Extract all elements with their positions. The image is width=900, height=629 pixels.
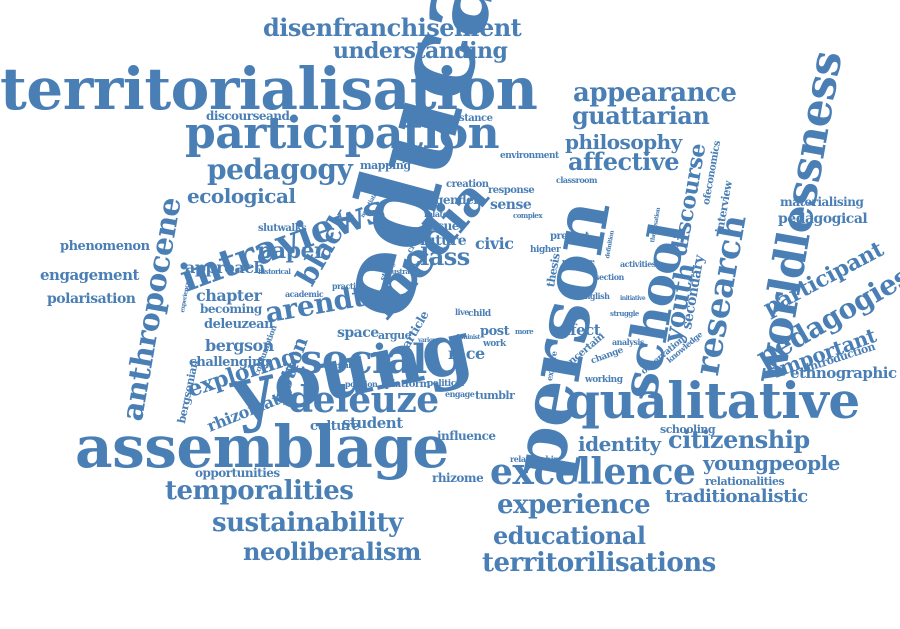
word-activities: activities bbox=[620, 259, 656, 269]
word-schooling: schooling bbox=[660, 423, 716, 436]
word-historical: historical bbox=[258, 267, 291, 276]
word-phenomenon: phenomenon bbox=[60, 239, 150, 254]
word-resistance: resistance bbox=[440, 113, 493, 124]
word-sense: sense bbox=[490, 197, 532, 213]
word-assemblage: assemblage bbox=[75, 413, 449, 481]
word-position: position bbox=[345, 379, 378, 389]
word-race: race bbox=[448, 344, 485, 363]
word-temporalities: temporalities bbox=[165, 476, 354, 506]
word-section: section bbox=[595, 272, 624, 282]
word-student: student bbox=[342, 414, 403, 432]
word-relationalities: relationalities bbox=[705, 475, 785, 488]
word-materialising: materialising bbox=[780, 195, 864, 209]
word-post: post bbox=[480, 324, 510, 339]
word-analysis: analysis bbox=[612, 337, 644, 347]
word-creation: creation bbox=[446, 179, 489, 190]
word-practice: practice bbox=[332, 281, 365, 291]
word-territorialisation: territorialisation bbox=[0, 55, 538, 123]
word-reductive: reductive bbox=[562, 257, 595, 266]
word-anthropocene: anthropocene bbox=[115, 194, 189, 424]
word-civic: civic bbox=[475, 234, 514, 253]
word-english: english bbox=[580, 291, 610, 301]
word-work: work bbox=[483, 339, 506, 349]
word-initiative: initiative bbox=[620, 295, 646, 302]
word-illustrate: illustrate bbox=[385, 267, 417, 276]
word-curricular: curricular bbox=[323, 361, 358, 370]
word-argue: argue bbox=[378, 329, 412, 342]
word-experience: experience bbox=[497, 490, 651, 520]
word-slutwalks: slutwalks bbox=[258, 223, 307, 234]
word-deleuzean: deleuzean bbox=[204, 317, 274, 332]
word-philosophy: philosophy bbox=[565, 130, 682, 154]
word-paper: paper bbox=[257, 238, 326, 264]
word-higher: higher bbox=[530, 245, 561, 255]
word-affect: affect bbox=[555, 321, 601, 339]
word-polarisation: polarisation bbox=[47, 291, 136, 307]
word-educational: educational bbox=[493, 521, 646, 550]
word-class: class bbox=[406, 242, 470, 271]
word-qualitative: qualitative bbox=[565, 371, 860, 430]
word-platform: platform bbox=[385, 379, 430, 390]
word-becoming: becoming bbox=[200, 302, 262, 316]
word-related: related bbox=[424, 209, 453, 219]
word-live: live bbox=[455, 307, 469, 317]
word-environment: environment bbox=[500, 151, 559, 161]
word-pedagogical: pedagogical bbox=[778, 211, 868, 227]
word-political: political bbox=[427, 379, 464, 389]
word-complex: complex bbox=[513, 211, 543, 220]
word-youngpeople: youngpeople bbox=[703, 451, 840, 475]
word-affective: affective bbox=[568, 147, 680, 176]
word-identity: identity bbox=[578, 432, 661, 456]
word-approach: approach bbox=[185, 258, 265, 277]
word-opportunities: opportunities bbox=[195, 466, 280, 480]
word-engage: engage bbox=[445, 389, 475, 399]
word-chapter: chapter bbox=[196, 286, 262, 305]
word-challenging: challenging bbox=[189, 355, 270, 370]
word-discourseand: discourseand bbox=[206, 109, 290, 123]
word-child: child bbox=[468, 309, 491, 319]
word-culture: culture bbox=[310, 419, 360, 434]
word-ethnographic: ethnographic bbox=[790, 364, 897, 382]
word-sustainability: sustainability bbox=[212, 508, 403, 538]
word-pedagogy: pedagogy bbox=[207, 153, 353, 186]
word-present: present bbox=[550, 231, 590, 242]
word-academic: academic bbox=[285, 289, 324, 299]
word-space: space bbox=[337, 325, 379, 341]
word-appearance: appearance bbox=[573, 78, 737, 108]
word-disenfranchisement: disenfranchisement bbox=[263, 13, 522, 42]
word-struggle: struggle bbox=[610, 309, 639, 318]
word-classroom: classroom bbox=[556, 175, 597, 185]
word-understanding: understanding bbox=[333, 38, 508, 64]
word-gender: gender bbox=[435, 193, 480, 207]
word-relationship: relationship bbox=[510, 454, 559, 464]
word-possibilities: possibilities bbox=[402, 153, 450, 163]
word-rhizome: rhizome bbox=[432, 471, 484, 485]
word-response: response bbox=[488, 185, 535, 196]
word-deleuze: deleuze bbox=[288, 379, 439, 421]
word-more: more bbox=[515, 327, 534, 336]
word-guattarian: guattarian bbox=[572, 101, 710, 130]
word-territorilisations: territorilisations bbox=[482, 548, 716, 578]
word-citizenship: citizenship bbox=[668, 425, 810, 454]
word-bergson: bergson bbox=[205, 336, 274, 355]
word-feminist: feminist bbox=[456, 334, 480, 341]
word-mapping: mapping bbox=[360, 159, 411, 172]
word-various: various bbox=[418, 337, 440, 344]
word-working: working bbox=[585, 375, 623, 385]
word-excellence: excellence bbox=[490, 451, 696, 493]
word-ecological: ecological bbox=[187, 184, 296, 208]
word-social: social bbox=[300, 336, 427, 383]
word-engagement: engagement bbox=[40, 266, 139, 284]
word-tumblr: tumblr bbox=[475, 389, 515, 402]
word-influence: influence bbox=[437, 429, 496, 443]
word-neoliberalism: neoliberalism bbox=[243, 537, 421, 566]
word-traditionalistic: traditionalistic bbox=[665, 486, 808, 507]
word-future: future bbox=[420, 233, 467, 249]
word-participation: participation bbox=[185, 108, 500, 159]
word-issue: issue bbox=[427, 219, 459, 233]
